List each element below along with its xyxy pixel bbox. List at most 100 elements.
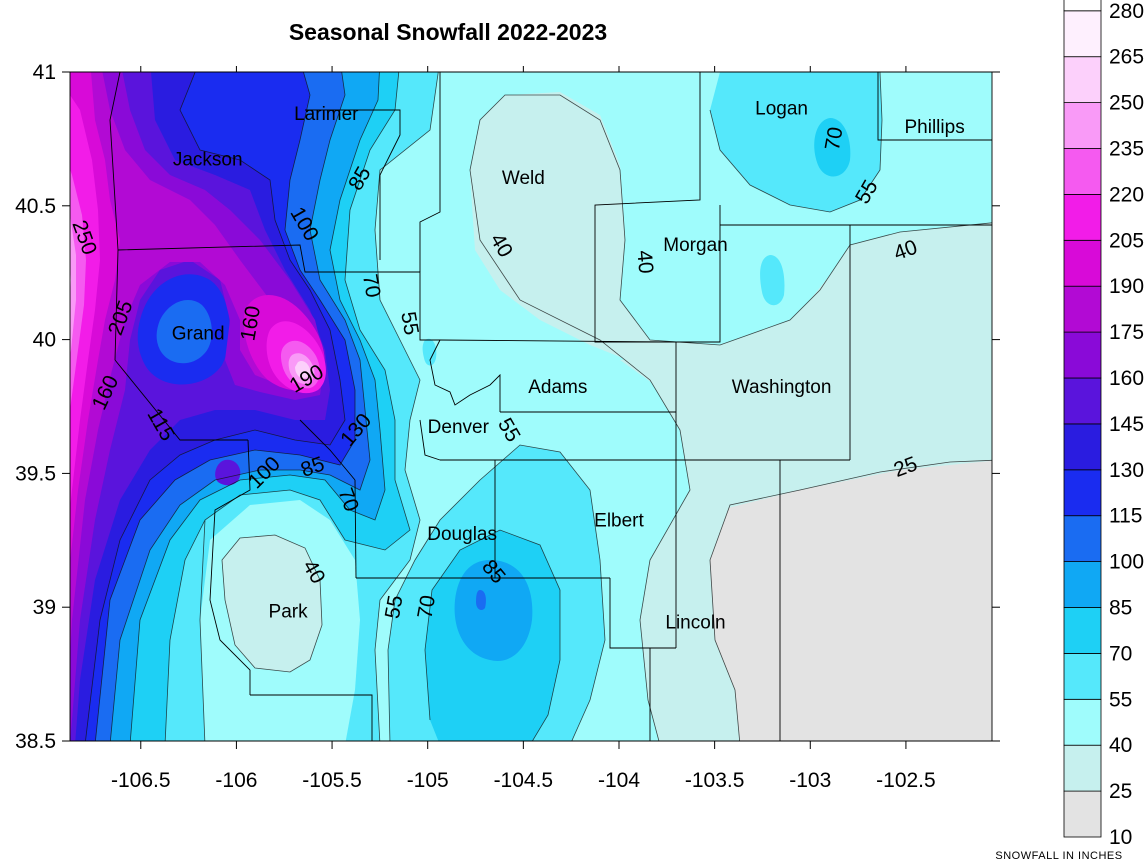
legend-label: 220 xyxy=(1109,183,1144,206)
legend-swatch xyxy=(1063,239,1102,287)
y-tick-label: 39 xyxy=(33,596,56,619)
chart-title: Seasonal Snowfall 2022-2023 xyxy=(289,19,607,45)
legend-label: 100 xyxy=(1109,551,1144,574)
legend-label: 85 xyxy=(1109,597,1132,620)
contour-value-label: 70 xyxy=(821,125,848,152)
x-tick-label: -104 xyxy=(598,769,640,792)
county-label: Larimer xyxy=(294,104,359,125)
legend-label: 265 xyxy=(1109,46,1144,69)
county-label: Douglas xyxy=(427,524,497,545)
county-label: Lincoln xyxy=(665,612,725,633)
band-85-douglas xyxy=(454,560,533,661)
legend-label: 190 xyxy=(1109,275,1144,298)
band-10 xyxy=(710,460,992,741)
legend-swatch xyxy=(1063,148,1102,195)
county-label: Weld xyxy=(502,168,545,189)
legend-label: 70 xyxy=(1109,642,1132,665)
band-25-east xyxy=(620,223,992,741)
legend-label: 25 xyxy=(1109,780,1132,803)
legend-swatch xyxy=(1063,561,1102,608)
contour-value-label: 40 xyxy=(632,249,657,274)
x-tick-label: -103 xyxy=(789,769,831,792)
county-label: Park xyxy=(269,602,309,623)
legend-label: 160 xyxy=(1109,367,1144,390)
legend-swatch xyxy=(1063,607,1102,654)
legend-swatch xyxy=(1063,331,1102,379)
contour-value-label: 70 xyxy=(358,272,385,299)
legend-label: 10 xyxy=(1109,826,1132,849)
band-235 xyxy=(70,215,76,355)
county-label: Morgan xyxy=(663,235,727,256)
county-label: Adams xyxy=(528,377,587,398)
y-tick-label: 39.5 xyxy=(15,462,56,485)
legend-swatch xyxy=(1063,698,1102,746)
legend-label: 235 xyxy=(1109,138,1144,161)
y-tick-label: 41 xyxy=(33,61,56,84)
units-label: SNOWFALL IN INCHES xyxy=(995,850,1122,862)
county-label: Logan xyxy=(755,98,808,119)
legend-label: 280 xyxy=(1109,0,1144,23)
band-55-pocket xyxy=(422,338,437,366)
legend-swatch xyxy=(1063,744,1102,792)
legend-label: 115 xyxy=(1109,505,1142,528)
legend-label: 250 xyxy=(1109,92,1144,115)
band-25-park xyxy=(222,535,322,672)
legend-swatch xyxy=(1063,56,1102,104)
band-175 xyxy=(70,72,312,656)
legend-swatch xyxy=(1063,469,1102,517)
legend-label: 130 xyxy=(1109,459,1144,482)
band-250 xyxy=(70,268,71,294)
county-labels: Larimer Jackson Weld Logan Phillips Morgan Gra… xyxy=(172,98,965,633)
x-axis-ticks: -106.5 -106 -105.5 -105 -104.5 -104 -103.5 -103… xyxy=(111,66,936,792)
y-axis-ticks: 41 40.5 40 39.5 39 38.5 xyxy=(15,61,1000,753)
y-tick-label: 38.5 xyxy=(15,730,56,753)
legend-label: 40 xyxy=(1109,734,1132,757)
county-label: Jackson xyxy=(173,149,243,170)
legend-label: 175 xyxy=(1109,321,1144,344)
x-tick-label: -105.5 xyxy=(302,769,362,792)
legend-swatch xyxy=(1063,285,1102,333)
x-tick-label: -106.5 xyxy=(111,769,171,792)
band-70-logan xyxy=(814,118,851,177)
x-tick-label: -105 xyxy=(407,769,449,792)
legend-swatch xyxy=(1063,653,1102,700)
band-55-morgan xyxy=(760,255,785,306)
legend-swatch xyxy=(1063,193,1102,241)
contour-value-label: 55 xyxy=(396,310,423,337)
contour-field xyxy=(60,72,992,741)
x-tick-label: -102.5 xyxy=(876,769,936,792)
legend: 10 25 40 55 70 85 100 115 130 145 160 175 190 205 220 2… xyxy=(1063,0,1144,849)
x-tick-label: -106 xyxy=(215,769,257,792)
legend-swatch xyxy=(1063,423,1102,471)
band-100-grand xyxy=(156,300,212,364)
band-280 xyxy=(60,260,64,310)
band-265 xyxy=(60,240,67,330)
y-tick-label: 40 xyxy=(33,329,56,352)
y-tick-label: 40.5 xyxy=(15,195,56,218)
band-55-logan xyxy=(710,72,882,212)
legend-swatch xyxy=(1063,377,1102,425)
contour-value-label: 55 xyxy=(381,594,408,621)
contour-value-label: 70 xyxy=(413,594,440,621)
contour-lines xyxy=(85,72,992,741)
band-100-douglas xyxy=(476,590,486,610)
band-250-core xyxy=(295,360,311,379)
legend-swatch xyxy=(1063,10,1102,58)
legend-label: 55 xyxy=(1109,688,1132,711)
x-tick-label: -104.5 xyxy=(494,769,554,792)
county-label: Washington xyxy=(732,377,832,398)
county-label: Denver xyxy=(428,417,490,438)
county-label: Phillips xyxy=(905,117,965,138)
legend-swatch xyxy=(1063,102,1102,149)
legend-swatch xyxy=(1063,0,1102,12)
county-label: Elbert xyxy=(594,511,644,532)
legend-label: 205 xyxy=(1109,229,1144,252)
county-label: Grand xyxy=(172,323,225,344)
band-40-denver xyxy=(418,413,443,455)
legend-swatch xyxy=(1063,515,1102,563)
band-220 xyxy=(70,169,86,410)
x-tick-label: -103.5 xyxy=(685,769,745,792)
legend-label: 145 xyxy=(1109,413,1144,436)
legend-swatch xyxy=(1063,790,1102,838)
